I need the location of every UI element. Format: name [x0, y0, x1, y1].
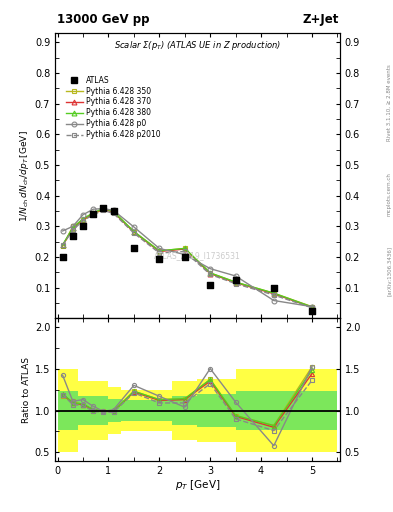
Pythia 6.428 p2010 [310, 305, 314, 311]
Pythia 6.428 380 [91, 210, 95, 216]
Pythia 6.428 350 [70, 223, 75, 229]
Text: [arXiv:1306.3436]: [arXiv:1306.3436] [387, 246, 391, 296]
Y-axis label: $1/N_{\rm ch}\,dN_{\rm ch}/dp_T\,[\rm GeV]$: $1/N_{\rm ch}\,dN_{\rm ch}/dp_T\,[\rm Ge… [18, 130, 31, 222]
Pythia 6.428 p2010 [101, 207, 106, 214]
Pythia 6.428 370 [81, 217, 85, 223]
Pythia 6.428 380 [81, 216, 85, 222]
Pythia 6.428 p0 [111, 207, 116, 214]
Pythia 6.428 380 [70, 225, 75, 231]
Pythia 6.428 350 [310, 304, 314, 310]
ATLAS [271, 284, 277, 292]
ATLAS [100, 204, 107, 212]
Pythia 6.428 370 [272, 291, 276, 297]
Line: Pythia 6.428 p0: Pythia 6.428 p0 [60, 206, 314, 309]
Pythia 6.428 p2010 [182, 248, 187, 254]
Pythia 6.428 p0 [81, 211, 85, 218]
Pythia 6.428 380 [208, 270, 213, 276]
Pythia 6.428 p2010 [157, 250, 162, 256]
ATLAS [90, 210, 96, 218]
Pythia 6.428 370 [132, 229, 136, 235]
Pythia 6.428 p0 [157, 245, 162, 251]
Legend: ATLAS, Pythia 6.428 350, Pythia 6.428 370, Pythia 6.428 380, Pythia 6.428 p0, Py: ATLAS, Pythia 6.428 350, Pythia 6.428 37… [64, 74, 162, 141]
Pythia 6.428 p2010 [208, 271, 213, 278]
Pythia 6.428 p2010 [60, 242, 65, 248]
Pythia 6.428 370 [208, 270, 213, 276]
Pythia 6.428 p0 [208, 266, 213, 272]
Line: Pythia 6.428 380: Pythia 6.428 380 [60, 206, 314, 309]
Pythia 6.428 350 [132, 228, 136, 234]
ATLAS [182, 253, 188, 261]
ATLAS [309, 307, 315, 315]
Pythia 6.428 370 [233, 280, 238, 286]
Pythia 6.428 p0 [233, 273, 238, 279]
Pythia 6.428 370 [60, 242, 65, 248]
Pythia 6.428 p2010 [233, 281, 238, 287]
Pythia 6.428 p0 [182, 251, 187, 258]
Pythia 6.428 p2010 [111, 210, 116, 217]
Pythia 6.428 p0 [70, 223, 75, 229]
ATLAS [80, 222, 86, 230]
Pythia 6.428 p2010 [272, 292, 276, 298]
ATLAS [207, 281, 213, 289]
ATLAS [110, 207, 117, 215]
Pythia 6.428 380 [111, 208, 116, 215]
Pythia 6.428 350 [91, 211, 95, 217]
ATLAS [156, 254, 162, 263]
Pythia 6.428 350 [111, 208, 116, 215]
Line: Pythia 6.428 370: Pythia 6.428 370 [60, 206, 314, 310]
Pythia 6.428 350 [233, 279, 238, 285]
Pythia 6.428 380 [310, 304, 314, 310]
Text: Scalar Σ(p$_T$) (ATLAS UE in Z production): Scalar Σ(p$_T$) (ATLAS UE in Z productio… [114, 39, 281, 52]
Pythia 6.428 370 [157, 248, 162, 254]
Pythia 6.428 380 [101, 205, 106, 211]
Pythia 6.428 380 [233, 279, 238, 285]
Pythia 6.428 p0 [272, 297, 276, 304]
ATLAS [59, 253, 66, 261]
ATLAS [70, 231, 76, 240]
Pythia 6.428 p0 [310, 304, 314, 310]
Pythia 6.428 380 [60, 242, 65, 248]
Pythia 6.428 370 [182, 246, 187, 252]
Pythia 6.428 350 [208, 270, 213, 276]
ATLAS [233, 276, 239, 284]
Line: Pythia 6.428 p2010: Pythia 6.428 p2010 [60, 208, 314, 310]
Pythia 6.428 p0 [132, 224, 136, 230]
Pythia 6.428 370 [70, 225, 75, 231]
Text: Z+Jet: Z+Jet [302, 13, 339, 26]
Pythia 6.428 370 [91, 210, 95, 217]
Pythia 6.428 p2010 [70, 227, 75, 233]
Text: ATLAS_2019_I1736531: ATLAS_2019_I1736531 [154, 251, 241, 260]
Pythia 6.428 p2010 [81, 218, 85, 224]
Line: Pythia 6.428 350: Pythia 6.428 350 [60, 207, 314, 309]
Pythia 6.428 p0 [91, 206, 95, 212]
Pythia 6.428 380 [272, 290, 276, 296]
Pythia 6.428 380 [182, 245, 187, 251]
Pythia 6.428 370 [111, 209, 116, 216]
Pythia 6.428 380 [132, 228, 136, 234]
Pythia 6.428 p0 [101, 205, 106, 211]
Pythia 6.428 350 [272, 290, 276, 296]
Pythia 6.428 p2010 [132, 230, 136, 236]
Pythia 6.428 p2010 [91, 211, 95, 218]
Text: 13000 GeV pp: 13000 GeV pp [57, 13, 149, 26]
Pythia 6.428 350 [101, 206, 106, 212]
Text: Rivet 3.1.10, ≥ 2.8M events: Rivet 3.1.10, ≥ 2.8M events [387, 64, 391, 141]
Pythia 6.428 380 [157, 248, 162, 254]
Pythia 6.428 350 [81, 217, 85, 223]
ATLAS [131, 244, 137, 252]
Pythia 6.428 p0 [60, 228, 65, 234]
Pythia 6.428 350 [60, 243, 65, 249]
Y-axis label: Ratio to ATLAS: Ratio to ATLAS [22, 356, 31, 422]
Pythia 6.428 350 [182, 245, 187, 251]
Text: mcplots.cern.ch: mcplots.cern.ch [387, 173, 391, 217]
Pythia 6.428 370 [101, 206, 106, 212]
Pythia 6.428 350 [157, 248, 162, 254]
Pythia 6.428 370 [310, 304, 314, 310]
X-axis label: $p_T$ [GeV]: $p_T$ [GeV] [175, 478, 220, 493]
